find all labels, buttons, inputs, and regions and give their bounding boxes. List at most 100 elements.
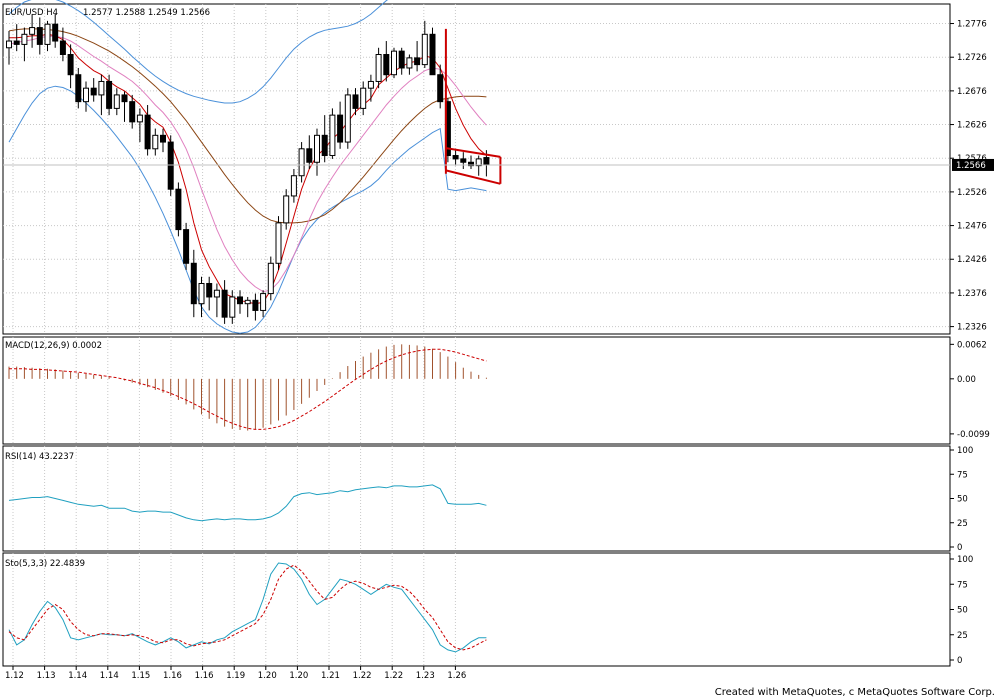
candle-body xyxy=(221,289,228,318)
candle-body xyxy=(183,229,190,264)
candle-body xyxy=(29,27,36,35)
sto-tick-label: 100 xyxy=(957,555,973,565)
panel-frame xyxy=(2,3,951,335)
candle-body xyxy=(21,33,28,45)
time-tick-label: 1.14 xyxy=(68,671,87,681)
bollinger-upper-band xyxy=(8,0,389,104)
panel-frame xyxy=(2,336,951,445)
time-axis: 1.12 1.13 1.14 1.14 1.15 1.16 1.16 1.19 1.20 1.20… xyxy=(5,666,466,681)
candle-body xyxy=(337,114,344,143)
stochastic-panel: 100 75 50 25 0 xyxy=(2,552,973,667)
price-tick-label: 1.2626 xyxy=(957,121,987,131)
time-tick-label: 1.20 xyxy=(289,671,308,681)
time-tick-label: 1.22 xyxy=(384,671,403,681)
candle-body xyxy=(152,134,159,150)
time-tick-label: 1.15 xyxy=(131,671,150,681)
candle-body xyxy=(90,87,97,96)
candle-body xyxy=(267,262,274,295)
macd-tick-label: 0.00 xyxy=(957,375,976,385)
candle-body xyxy=(406,57,413,69)
candle-body xyxy=(460,158,467,163)
candle-body xyxy=(167,141,174,190)
time-tick-label: 1.19 xyxy=(226,671,245,681)
price-tick-label: 1.2726 xyxy=(957,53,987,63)
macd-panel: 0.0062 0.00 -0.0099 xyxy=(2,336,990,445)
panel-frame xyxy=(2,445,951,552)
candle-body xyxy=(244,299,251,305)
candle-body xyxy=(237,296,243,305)
candle-body xyxy=(160,134,166,143)
candle-body xyxy=(190,262,197,305)
macd-tick-label: -0.0099 xyxy=(957,430,990,440)
candle-body xyxy=(314,134,320,163)
candle-body xyxy=(113,94,120,109)
candle-body xyxy=(252,299,259,311)
ohlc-label: 1.2577 1.2588 1.2549 1.2566 xyxy=(83,8,210,18)
bollinger-lower-band xyxy=(8,85,487,334)
candle-body xyxy=(206,282,213,298)
sto-tick-label: 25 xyxy=(957,631,968,641)
price-panel: 1.27761.27261.26761.26261.25761.25261.24… xyxy=(2,0,994,335)
candle-body xyxy=(429,33,436,76)
candle-body xyxy=(483,157,490,166)
candle-body xyxy=(329,114,336,157)
candle-body xyxy=(375,54,382,82)
flag-upper-line xyxy=(445,147,501,158)
sto-tick-label: 75 xyxy=(957,580,968,590)
price-tick-label: 1.2476 xyxy=(957,222,987,232)
candle-body xyxy=(306,148,313,163)
rsi-line xyxy=(8,484,487,522)
candle-body xyxy=(13,40,20,45)
macd-tick-label: 0.0062 xyxy=(957,340,987,350)
candle-body xyxy=(52,23,59,42)
price-tick-label: 1.2676 xyxy=(957,87,987,97)
candle-body xyxy=(83,87,89,103)
candle-body xyxy=(298,148,305,177)
candle-body xyxy=(198,282,205,305)
candle-body xyxy=(275,222,282,264)
credit-text: Created with MetaQuotes, c MetaQuotes So… xyxy=(714,687,995,698)
candle-body xyxy=(421,33,428,66)
candle-body xyxy=(391,50,397,76)
rsi-tick-label: 25 xyxy=(957,519,968,529)
rsi-tick-label: 75 xyxy=(957,470,968,480)
sto-tick-label: 50 xyxy=(957,606,968,616)
time-tick-label: 1.12 xyxy=(5,671,24,681)
time-tick-label: 1.23 xyxy=(416,671,435,681)
candle-body xyxy=(383,54,390,76)
stochastic-label: Sto(5,3,3) 22.4839 xyxy=(5,559,85,569)
rsi-panel: 100 75 50 25 0 xyxy=(2,445,973,553)
candle-body xyxy=(213,289,220,298)
price-tick-label: 1.2326 xyxy=(957,323,987,333)
time-tick-label: 1.22 xyxy=(353,671,372,681)
candle-body xyxy=(67,54,74,76)
candle-body xyxy=(229,296,236,318)
time-tick-label: 1.20 xyxy=(258,671,277,681)
candle-body xyxy=(44,23,51,45)
symbol-label: EUR/USD H4 xyxy=(5,8,58,18)
candle-body xyxy=(321,134,328,157)
current-price-box xyxy=(952,158,994,171)
macd-label: MACD(12,26,9) 0.0002 xyxy=(5,341,102,351)
candle-body xyxy=(283,195,290,224)
candle-body xyxy=(344,94,351,143)
current-price-label: 1.2566 xyxy=(956,161,986,171)
stochastic-signal-line xyxy=(8,564,487,651)
candle-body xyxy=(352,94,359,109)
time-tick-label: 1.21 xyxy=(321,671,340,681)
rsi-tick-label: 50 xyxy=(957,495,968,505)
candle-body xyxy=(367,80,374,89)
stochastic-main-line xyxy=(8,562,487,653)
candle-body xyxy=(452,155,459,160)
candle-body xyxy=(290,175,297,197)
candle-body xyxy=(129,101,136,123)
panel-frame xyxy=(2,552,951,667)
candle-body xyxy=(121,94,128,103)
candle-body xyxy=(260,293,267,311)
candle-body xyxy=(75,74,82,103)
time-tick-label: 1.26 xyxy=(447,671,466,681)
time-tick-label: 1.13 xyxy=(37,671,56,681)
rsi-label: RSI(14) 43.2237 xyxy=(5,452,74,462)
candle-body xyxy=(414,57,421,66)
